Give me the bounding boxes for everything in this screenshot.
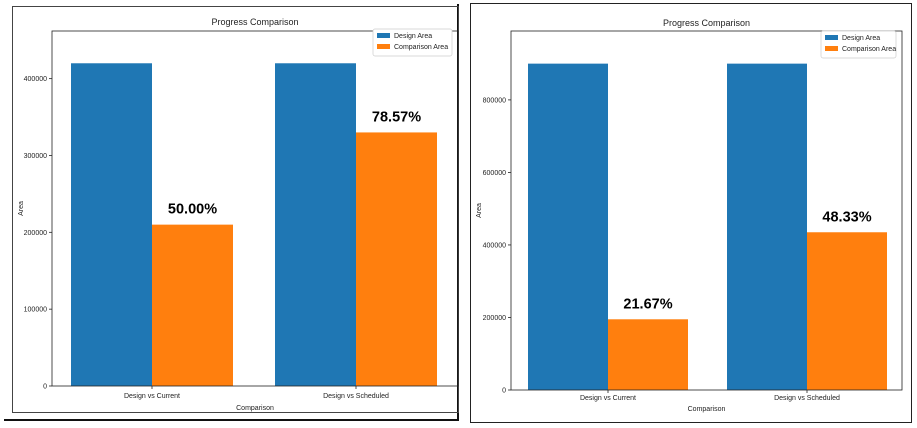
bar-design-0 bbox=[528, 63, 608, 391]
y-tick-label: 0 bbox=[43, 384, 47, 391]
y-tick-label: 800000 bbox=[483, 97, 506, 104]
bar-comparison-1 bbox=[356, 132, 437, 386]
y-tick-label: 200000 bbox=[483, 315, 506, 322]
y-tick-label: 400000 bbox=[483, 242, 506, 249]
x-axis-label: Comparison bbox=[236, 405, 274, 412]
bar-design-1 bbox=[275, 63, 356, 386]
bar-design-1 bbox=[727, 63, 807, 391]
percent-label: 78.57% bbox=[372, 109, 421, 125]
bar-comparison-1 bbox=[807, 232, 887, 390]
legend-swatch bbox=[825, 35, 838, 40]
left-chart-svg: Progress Comparison 50.00% Design vs Curre… bbox=[18, 17, 459, 412]
y-axis-label: Area bbox=[476, 203, 483, 218]
legend-box bbox=[820, 30, 897, 59]
x-axis-label: Comparison bbox=[688, 406, 726, 413]
plot-frame bbox=[510, 30, 903, 391]
right-chart-svg: Progress Comparison 21.67% Design vs Curre… bbox=[476, 18, 903, 413]
legend-swatch bbox=[377, 33, 390, 38]
x-tick-label: Design vs Scheduled bbox=[323, 393, 389, 400]
y-tick-label: 300000 bbox=[24, 153, 47, 160]
y-axis-label: Area bbox=[18, 201, 25, 216]
legend-label: Design Area bbox=[394, 33, 432, 40]
plot-frame bbox=[51, 30, 459, 387]
percent-label: 50.00% bbox=[168, 202, 217, 218]
chart-title: Progress Comparison bbox=[663, 18, 750, 28]
legend-swatch bbox=[377, 44, 390, 49]
y-tick-label: 100000 bbox=[24, 307, 47, 314]
y-tick-label: 400000 bbox=[24, 76, 47, 83]
left-chart-frame: Progress Comparison 50.00% Design vs Curre… bbox=[12, 6, 459, 413]
percent-label: 21.67% bbox=[623, 296, 672, 312]
chart-title: Progress Comparison bbox=[211, 17, 298, 27]
x-tick-label: Design vs Scheduled bbox=[774, 395, 840, 402]
legend-label: Design Area bbox=[842, 35, 880, 42]
legend-swatch bbox=[825, 46, 838, 51]
bar-comparison-0 bbox=[608, 319, 688, 390]
y-tick-label: 0 bbox=[502, 388, 506, 395]
legend-box bbox=[372, 28, 453, 57]
x-tick-label: Design vs Current bbox=[580, 395, 636, 402]
y-tick-label: 200000 bbox=[24, 230, 47, 237]
legend-label: Comparison Area bbox=[842, 46, 896, 53]
x-tick-label: Design vs Current bbox=[124, 393, 180, 400]
y-tick-label: 600000 bbox=[483, 170, 506, 177]
right-chart-panel: Progress Comparison 21.67% Design vs Curre… bbox=[470, 3, 912, 423]
percent-label: 48.33% bbox=[822, 209, 871, 225]
bar-design-0 bbox=[71, 63, 152, 386]
bar-comparison-0 bbox=[152, 224, 233, 386]
legend-label: Comparison Area bbox=[394, 44, 448, 51]
